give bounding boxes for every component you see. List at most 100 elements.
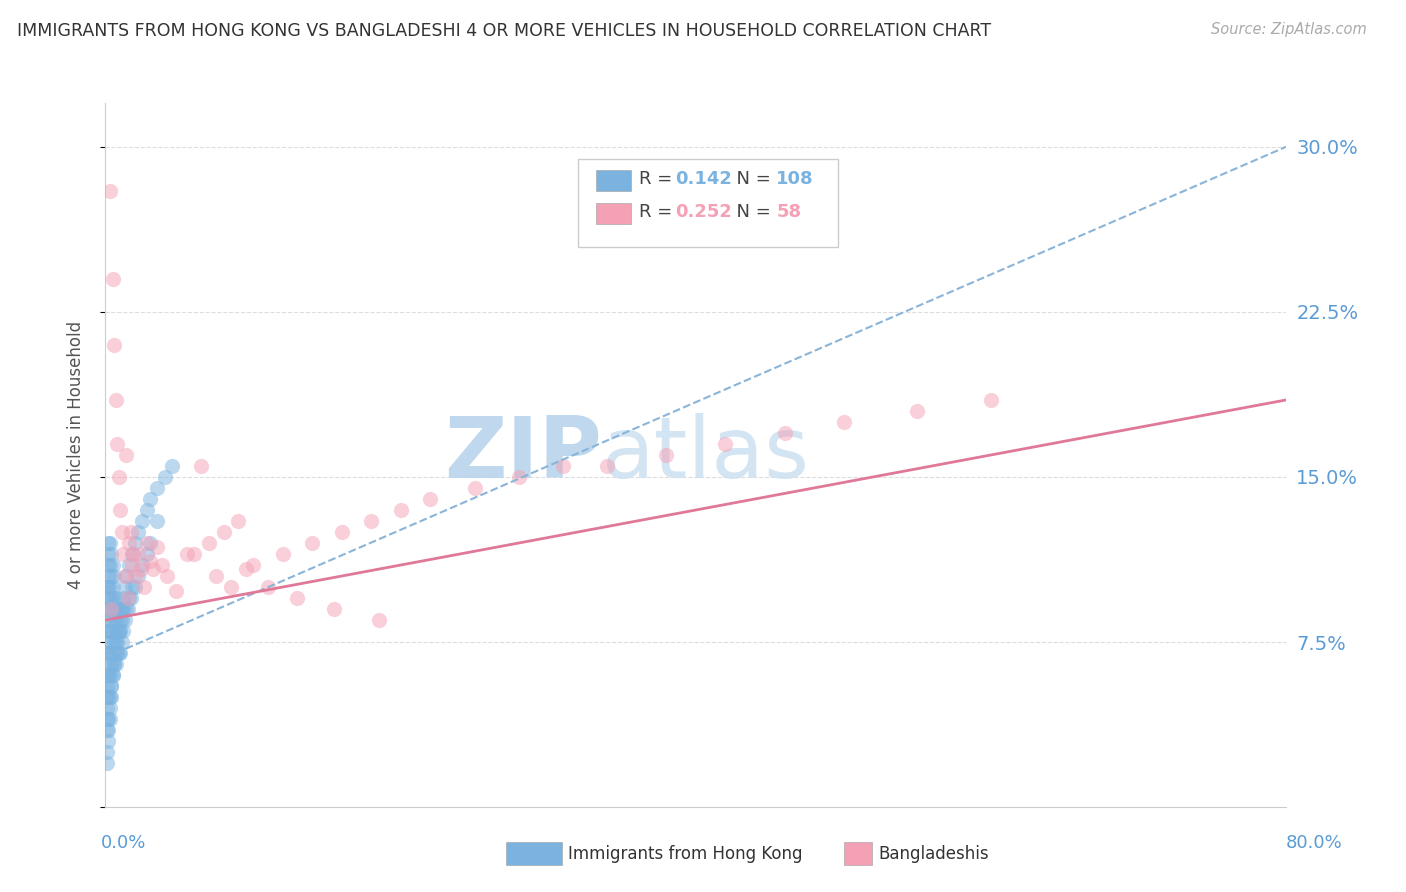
Point <box>242 558 264 572</box>
Point <box>156 569 179 583</box>
Point <box>596 458 619 473</box>
Point <box>96 756 118 771</box>
Point <box>98 646 121 660</box>
FancyBboxPatch shape <box>596 202 631 224</box>
Point <box>135 503 157 517</box>
Point <box>121 558 143 572</box>
Point <box>96 679 118 693</box>
Point <box>104 646 127 660</box>
Point <box>98 712 121 726</box>
Point <box>96 602 118 616</box>
Point <box>105 624 128 639</box>
Point <box>111 635 134 649</box>
Point <box>100 547 122 561</box>
Point <box>131 514 153 528</box>
Point <box>117 591 139 605</box>
Point <box>101 271 124 285</box>
Point <box>104 635 127 649</box>
Point <box>101 558 124 572</box>
Point <box>97 547 120 561</box>
Point <box>105 602 128 616</box>
Point <box>773 425 796 440</box>
Point <box>100 679 122 693</box>
Point <box>980 392 1002 407</box>
Point <box>551 458 574 473</box>
Point <box>105 646 128 660</box>
Point <box>107 624 129 639</box>
Point <box>97 712 120 726</box>
Point <box>96 657 118 672</box>
Point <box>96 580 118 594</box>
Point <box>301 536 323 550</box>
Point <box>97 646 120 660</box>
Point <box>111 602 134 616</box>
Point <box>115 448 138 462</box>
Text: R =: R = <box>640 169 678 187</box>
Point <box>96 701 118 715</box>
Point <box>115 569 138 583</box>
Point <box>146 514 169 528</box>
Point <box>96 668 118 682</box>
Point <box>97 690 120 705</box>
Point <box>103 657 125 672</box>
Point <box>135 547 157 561</box>
Point <box>101 668 124 682</box>
Point <box>97 591 120 605</box>
Point <box>96 624 118 639</box>
Text: 108: 108 <box>776 169 814 187</box>
Point <box>98 558 121 572</box>
Point <box>96 646 118 660</box>
Point <box>257 580 280 594</box>
Point <box>101 646 124 660</box>
Point <box>508 470 530 484</box>
Point <box>146 481 169 495</box>
Point <box>103 613 125 627</box>
Text: atlas: atlas <box>602 413 810 497</box>
Point <box>107 470 129 484</box>
Text: 58: 58 <box>776 202 801 221</box>
Point <box>100 591 122 605</box>
Point <box>100 602 122 616</box>
Point <box>97 723 120 738</box>
Point <box>127 569 149 583</box>
FancyBboxPatch shape <box>596 169 631 191</box>
Point <box>98 668 121 682</box>
Point <box>120 524 142 539</box>
Point <box>100 690 122 705</box>
Text: N =: N = <box>725 169 778 187</box>
Point <box>96 690 118 705</box>
Point <box>138 553 162 568</box>
Point <box>330 524 353 539</box>
Point <box>100 613 122 627</box>
Point <box>98 184 121 198</box>
Point <box>132 580 155 594</box>
Point <box>97 580 120 594</box>
Point <box>142 562 165 576</box>
Point <box>98 602 121 616</box>
Text: 80.0%: 80.0% <box>1286 834 1343 852</box>
Text: 0.252: 0.252 <box>675 202 731 221</box>
Point <box>96 591 118 605</box>
Point <box>98 690 121 705</box>
Point <box>122 547 145 561</box>
Point <box>323 602 346 616</box>
Point <box>110 646 132 660</box>
Point <box>714 437 737 451</box>
Point <box>100 657 122 672</box>
Point <box>271 547 294 561</box>
Point <box>97 536 120 550</box>
Point <box>832 415 855 429</box>
Point <box>112 591 135 605</box>
Point <box>96 613 118 627</box>
Point <box>98 701 121 715</box>
Point <box>129 562 152 576</box>
Point <box>97 558 120 572</box>
Point <box>117 602 139 616</box>
Point <box>219 580 242 594</box>
Point <box>111 524 134 539</box>
Point <box>183 547 205 561</box>
Point <box>97 602 120 616</box>
Text: Bangladeshis: Bangladeshis <box>879 845 990 863</box>
Point <box>212 524 235 539</box>
Point <box>100 569 122 583</box>
